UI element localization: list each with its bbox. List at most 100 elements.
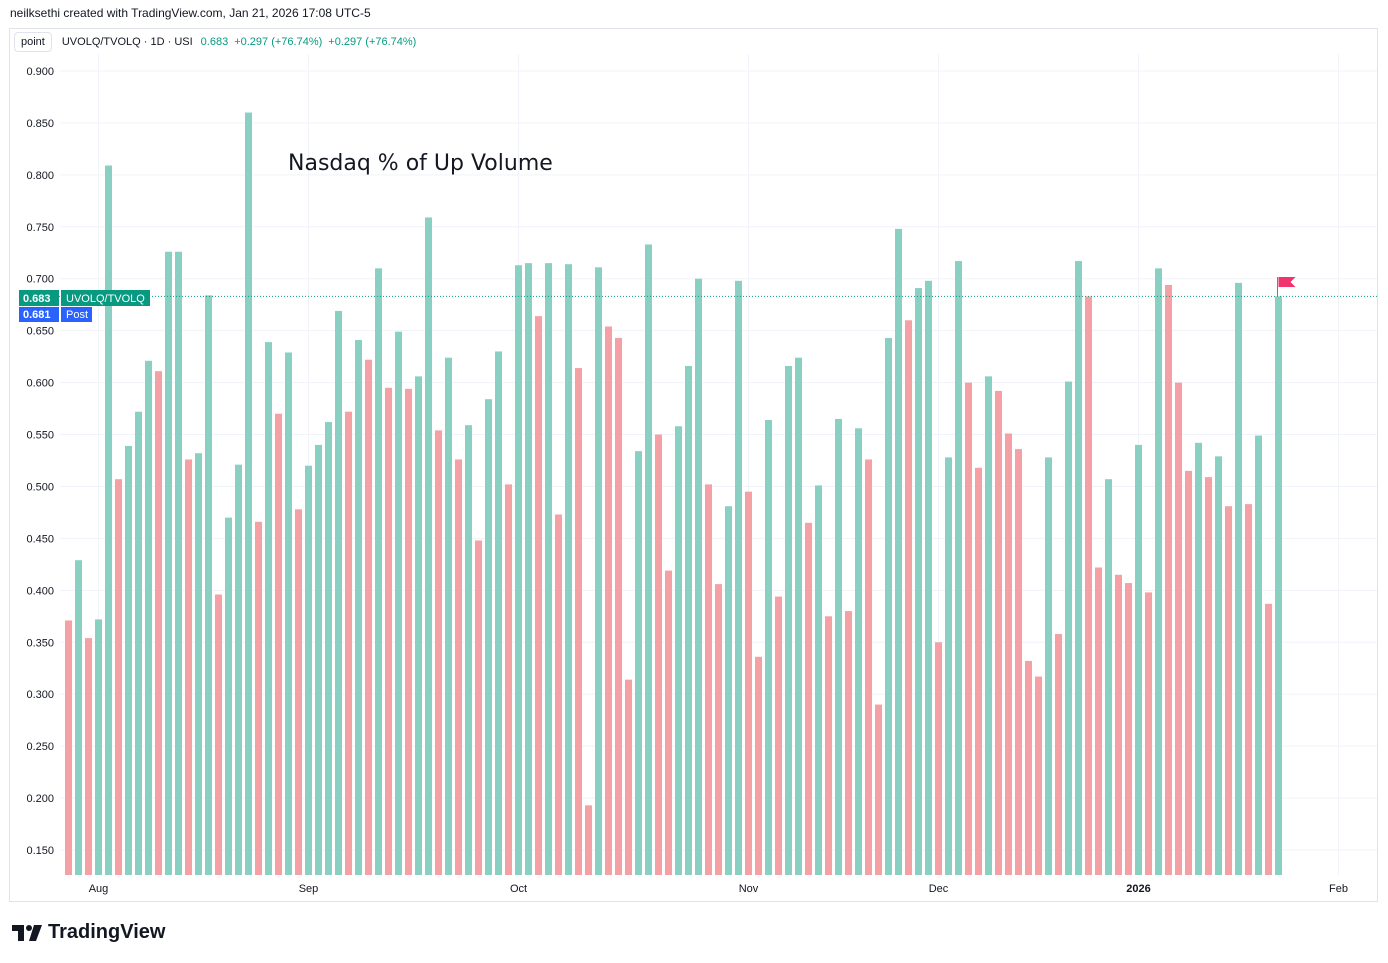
volume-bar[interactable] — [1045, 457, 1052, 875]
volume-bar[interactable] — [385, 387, 392, 875]
volume-bar[interactable] — [675, 426, 682, 875]
volume-bar[interactable] — [715, 584, 722, 875]
legend-symbol[interactable]: UVOLQ/TVOLQ · 1D · USI — [61, 36, 193, 48]
volume-bar[interactable] — [255, 521, 262, 875]
volume-bar[interactable] — [525, 263, 532, 875]
volume-bar[interactable] — [945, 457, 952, 875]
volume-bar[interactable] — [425, 217, 432, 875]
volume-bar[interactable] — [1085, 296, 1092, 876]
volume-bar[interactable] — [615, 337, 622, 875]
volume-bar[interactable] — [875, 704, 882, 875]
volume-bar[interactable] — [825, 616, 832, 875]
volume-bar[interactable] — [905, 320, 912, 875]
volume-bar[interactable] — [785, 365, 792, 875]
volume-bar[interactable] — [885, 337, 892, 875]
volume-bar[interactable] — [235, 464, 242, 875]
volume-bar[interactable] — [1215, 456, 1222, 875]
volume-bar[interactable] — [665, 570, 672, 875]
volume-bar[interactable] — [1005, 433, 1012, 875]
volume-bar[interactable] — [1165, 284, 1172, 875]
volume-bar[interactable] — [835, 418, 842, 875]
volume-bar[interactable] — [535, 316, 542, 875]
volume-bar[interactable] — [365, 359, 372, 875]
volume-bar[interactable] — [205, 295, 212, 875]
volume-bar[interactable] — [1075, 261, 1082, 875]
volume-bar[interactable] — [595, 267, 602, 876]
volume-bar[interactable] — [105, 165, 112, 875]
volume-bar[interactable] — [1135, 444, 1142, 875]
volume-bar[interactable] — [1245, 504, 1252, 875]
volume-bar[interactable] — [625, 679, 632, 875]
chart-frame[interactable] — [9, 28, 1378, 902]
volume-bar[interactable] — [455, 459, 462, 875]
volume-bar[interactable] — [445, 357, 452, 875]
volume-bar[interactable] — [765, 419, 772, 875]
volume-bar[interactable] — [575, 368, 582, 875]
volume-bar[interactable] — [1025, 660, 1032, 875]
volume-bar[interactable] — [795, 357, 802, 875]
volume-bar[interactable] — [125, 445, 132, 875]
volume-bar[interactable] — [895, 228, 902, 876]
volume-bar[interactable] — [815, 485, 822, 875]
volume-bar[interactable] — [705, 484, 712, 875]
volume-bar[interactable] — [275, 413, 282, 875]
volume-bar[interactable] — [1035, 676, 1042, 875]
volume-bar[interactable] — [1195, 442, 1202, 875]
volume-bar[interactable] — [1175, 382, 1182, 875]
volume-bar[interactable] — [1055, 633, 1062, 875]
point-mode-button[interactable]: point — [14, 32, 52, 52]
volume-bar[interactable] — [295, 509, 302, 875]
volume-bar[interactable] — [1105, 479, 1112, 875]
volume-bar[interactable] — [245, 112, 252, 875]
volume-bar[interactable] — [75, 560, 82, 875]
volume-bar[interactable] — [655, 434, 662, 875]
volume-bar[interactable] — [1225, 506, 1232, 875]
volume-bar[interactable] — [845, 611, 852, 875]
volume-bar[interactable] — [1265, 603, 1272, 875]
volume-bar[interactable] — [925, 280, 932, 875]
volume-bar[interactable] — [145, 360, 152, 876]
volume-bar[interactable] — [935, 642, 942, 875]
volume-bar[interactable] — [635, 451, 642, 875]
volume-bar[interactable] — [115, 479, 122, 875]
volume-bar[interactable] — [755, 656, 762, 875]
volume-bar[interactable] — [325, 422, 332, 875]
volume-bar[interactable] — [495, 351, 502, 875]
volume-bar[interactable] — [995, 390, 1002, 875]
volume-bar[interactable] — [695, 278, 702, 875]
volume-bar[interactable] — [435, 430, 442, 875]
volume-bar[interactable] — [225, 517, 232, 875]
volume-bar[interactable] — [1275, 296, 1282, 876]
volume-bar[interactable] — [85, 638, 92, 875]
volume-bar[interactable] — [1065, 381, 1072, 875]
volume-bar[interactable] — [985, 376, 992, 875]
volume-bar[interactable] — [155, 371, 162, 875]
volume-bar[interactable] — [315, 444, 322, 875]
volume-bar[interactable] — [1235, 282, 1242, 875]
volume-bar[interactable] — [725, 506, 732, 875]
volume-bar[interactable] — [915, 288, 922, 876]
volume-bar[interactable] — [555, 514, 562, 875]
volume-bar[interactable] — [775, 596, 782, 875]
volume-bar[interactable] — [515, 265, 522, 875]
volume-bar[interactable] — [135, 411, 142, 875]
volume-bar[interactable] — [335, 310, 342, 875]
tradingview-logo[interactable]: TradingView — [12, 921, 165, 944]
volume-bar[interactable] — [955, 261, 962, 875]
volume-bar[interactable] — [1205, 477, 1212, 875]
volume-bar[interactable] — [1095, 567, 1102, 875]
volume-bar[interactable] — [735, 280, 742, 875]
volume-bar[interactable] — [65, 620, 72, 875]
volume-bar[interactable] — [345, 411, 352, 875]
volume-bar[interactable] — [415, 376, 422, 875]
volume-bar[interactable] — [465, 425, 472, 875]
volume-bar[interactable] — [375, 268, 382, 875]
volume-bar[interactable] — [585, 805, 592, 875]
volume-bar[interactable] — [1155, 268, 1162, 875]
volume-bar[interactable] — [355, 340, 362, 876]
volume-bar[interactable] — [485, 399, 492, 875]
volume-bar[interactable] — [1125, 583, 1132, 875]
volume-bar[interactable] — [1145, 592, 1152, 875]
volume-bar[interactable] — [95, 619, 102, 875]
volume-bar[interactable] — [545, 263, 552, 875]
